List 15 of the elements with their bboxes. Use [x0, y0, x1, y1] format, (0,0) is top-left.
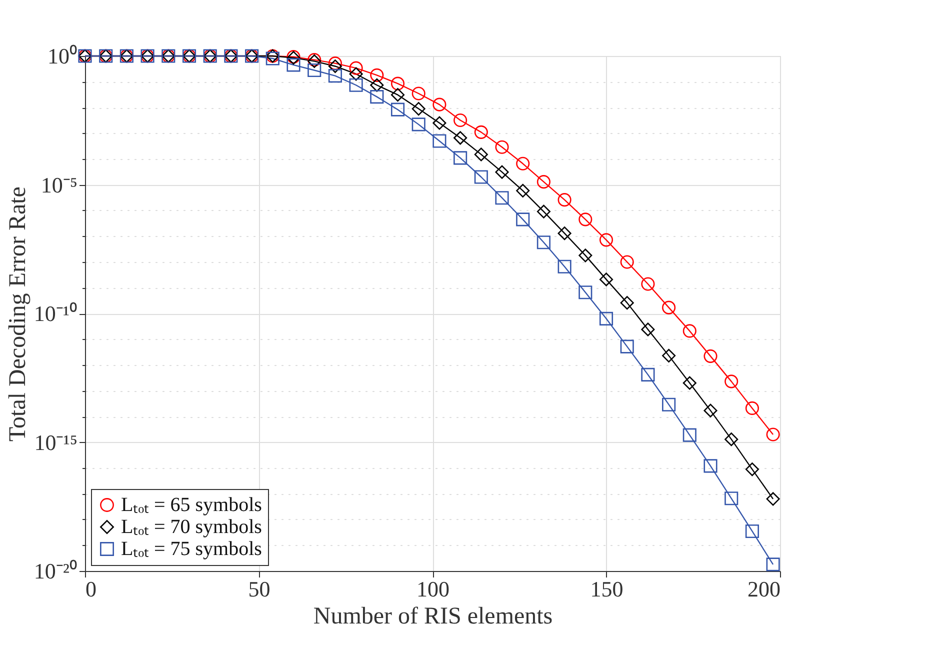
- y-tick-label: 10⁻⁵: [40, 172, 78, 198]
- x-tick-label: 100: [416, 576, 450, 602]
- x-tick-label: 50: [248, 576, 270, 602]
- x-tick-label: 0: [86, 576, 96, 602]
- legend-label: Lₜₒₜ = 65 symbols: [121, 494, 262, 516]
- y-tick-label: 10⁰: [48, 44, 78, 68]
- y-axis-title: Total Decoding Error Rate: [4, 186, 31, 442]
- x-axis-title: Number of RIS elements: [313, 604, 553, 630]
- y-tick-label: 10⁻¹⁵: [34, 430, 78, 455]
- y-tick-label: 10⁻²⁰: [34, 558, 78, 584]
- legend-label: Lₜₒₜ = 75 symbols: [121, 538, 262, 560]
- legend-label: Lₜₒₜ = 70 symbols: [121, 516, 262, 538]
- x-tick-label: 200: [748, 576, 780, 602]
- y-tick-label: 10⁻¹⁰: [34, 301, 78, 326]
- x-tick-label: 150: [590, 576, 624, 602]
